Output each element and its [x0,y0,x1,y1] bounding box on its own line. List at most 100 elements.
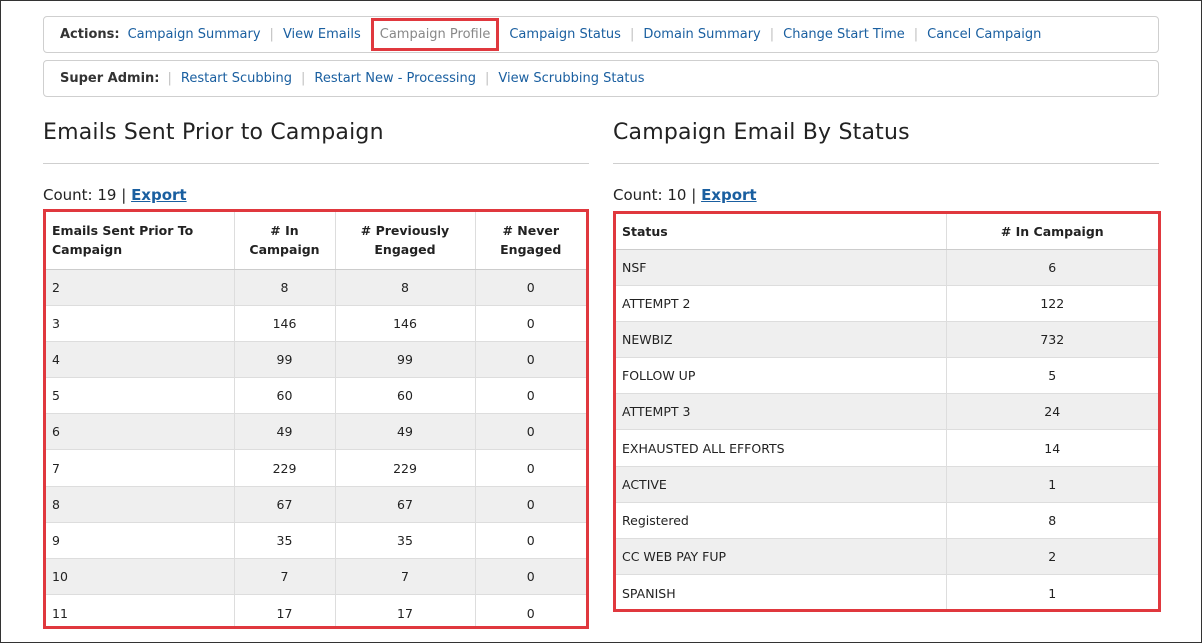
table-cell: 9 [46,521,234,559]
separator: | [269,27,274,42]
table-row: Registered 8 [616,501,1158,539]
right-count-text: Count: 10 | [613,186,697,204]
table-row: 5 60 60 0 [46,377,586,414]
table-cell: Registered [616,501,946,539]
separator: | [167,71,172,86]
table-cell: 5 [945,357,1158,394]
right-table-container: Status # In Campaign NSF 6 ATTEMPT 2 122 NEW… [613,211,1161,612]
table-row: NEWBIZ 732 [616,320,1158,358]
change-start-time-link[interactable]: Change Start Time [783,27,905,42]
table-cell: 49 [334,413,475,450]
table-cell: 4 [46,340,234,378]
table-cell: 14 [945,429,1158,467]
table-row: 6 49 49 0 [46,413,586,450]
separator: | [913,27,919,42]
table-row: ATTEMPT 2 122 [616,284,1158,322]
separator: | [484,71,490,86]
table-row: EXHAUSTED ALL EFFORTS 14 [616,429,1158,467]
table-cell: ACTIVE [616,465,946,503]
table-cell: NSF [616,248,946,286]
left-count: Count: 19 | Export [43,186,187,204]
super-admin-label: Super Admin: [60,71,160,86]
campaign-profile-link[interactable]: Campaign Profile [379,27,491,42]
left-divider [43,163,589,164]
table-cell: 732 [945,320,1158,358]
col-header-in-campaign[interactable]: # In Campaign [945,214,1158,250]
table-cell: 6 [46,413,234,450]
right-export-link[interactable]: Export [701,186,757,204]
col-header-status[interactable]: Status [616,214,946,250]
table-cell: 99 [334,340,475,378]
separator: | [301,71,306,86]
table-cell: 99 [233,340,335,378]
table-cell: 7 [334,557,475,595]
table-cell: 35 [233,521,335,559]
table-cell: 60 [334,377,475,414]
left-export-link[interactable]: Export [131,186,187,204]
table-cell: 0 [474,594,586,626]
table-row: 4 99 99 0 [46,340,586,378]
table-cell: 49 [233,413,335,450]
table-cell: 0 [474,485,586,523]
table-cell: 7 [46,449,234,487]
table-cell: 17 [334,594,475,626]
col-header-in-campaign[interactable]: # In Campaign [233,212,335,270]
table-cell: 6 [945,248,1158,286]
table-cell: 8 [334,268,475,306]
emails-sent-prior-table: Emails Sent Prior To Campaign # In Campa… [46,212,586,626]
right-count: Count: 10 | Export [613,186,757,204]
left-section-title: Emails Sent Prior to Campaign [43,120,384,145]
table-cell: 1 [945,574,1158,609]
table-header-row: Status # In Campaign [616,214,1158,250]
table-row: ATTEMPT 3 24 [616,393,1158,430]
col-header-emails-sent[interactable]: Emails Sent Prior To Campaign [46,212,234,270]
left-count-text: Count: 19 | [43,186,127,204]
table-cell: CC WEB PAY FUP [616,537,946,575]
table-cell: 229 [233,449,335,487]
table-cell: ATTEMPT 3 [616,393,946,430]
table-cell: 8 [46,485,234,523]
table-cell: 122 [945,284,1158,322]
table-row: 10 7 7 0 [46,557,586,595]
table-cell: 24 [945,393,1158,430]
table-row: 8 67 67 0 [46,485,586,523]
table-cell: 146 [334,304,475,342]
table-row: CC WEB PAY FUP 2 [616,537,1158,575]
super-admin-bar: Super Admin: | Restart Scubbing | Restar… [43,60,1159,97]
col-header-previously-engaged[interactable]: # Previously Engaged [334,212,475,270]
campaign-summary-link[interactable]: Campaign Summary [127,27,261,42]
table-cell: NEWBIZ [616,320,946,358]
table-cell: 146 [233,304,335,342]
right-divider [613,163,1159,164]
restart-scubbing-link[interactable]: Restart Scubbing [180,71,292,86]
table-cell: 8 [233,268,335,306]
table-cell: 67 [334,485,475,523]
table-header-row: Emails Sent Prior To Campaign # In Campa… [46,212,586,270]
table-cell: 0 [474,449,586,487]
left-table-container: Emails Sent Prior To Campaign # In Campa… [43,209,589,629]
table-row: SPANISH 1 [616,574,1158,609]
table-cell: 0 [474,377,586,414]
table-row: 7 229 229 0 [46,449,586,487]
actions-bar: Actions: Campaign Summary | View Emails … [43,16,1159,53]
view-emails-link[interactable]: View Emails [282,27,361,42]
table-row: ACTIVE 1 [616,465,1158,503]
campaign-status-link[interactable]: Campaign Status [509,27,621,42]
table-cell: 229 [334,449,475,487]
restart-new-processing-link[interactable]: Restart New - Processing [314,71,476,86]
table-row: NSF 6 [616,248,1158,286]
cancel-campaign-link[interactable]: Cancel Campaign [927,27,1042,42]
table-cell: ATTEMPT 2 [616,284,946,322]
table-cell: 7 [233,557,335,595]
separator: | [769,27,775,42]
table-cell: 5 [46,377,234,414]
table-cell: 0 [474,340,586,378]
table-cell: 0 [474,304,586,342]
actions-label: Actions: [60,27,120,42]
table-cell: 67 [233,485,335,523]
col-header-never-engaged[interactable]: # Never Engaged [474,212,586,270]
view-scrubbing-status-link[interactable]: View Scrubbing Status [498,71,645,86]
table-cell: 8 [945,501,1158,539]
domain-summary-link[interactable]: Domain Summary [643,27,761,42]
